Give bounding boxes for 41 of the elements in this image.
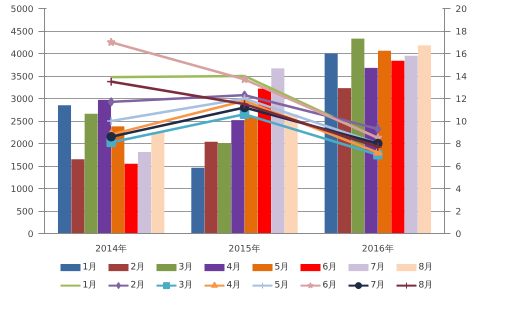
y-tick-label: 2500	[10, 118, 34, 128]
y2-tick-label: 10	[456, 118, 468, 128]
y-tick-label: 500	[16, 208, 34, 218]
legend-label: 7月	[370, 280, 386, 291]
y2-tick-label: 2	[456, 208, 462, 218]
legend-label: 3月	[178, 280, 194, 291]
y-tick-label: 0	[28, 230, 34, 240]
legend-label: 2月	[130, 262, 146, 273]
y-tick-label: 1000	[10, 185, 34, 195]
y2-tick-label: 6	[456, 162, 462, 172]
legend-label: 5月	[274, 262, 290, 273]
y2-tick-label: 0	[456, 230, 462, 240]
legend-label: 8月	[418, 280, 434, 291]
y2-tick-label: 18	[456, 28, 468, 38]
legend-label: 7月	[370, 262, 386, 273]
x-tick-label: 2016年	[362, 244, 394, 254]
legend-label: 1月	[82, 262, 98, 273]
y-tick-label: 4500	[10, 28, 34, 38]
y2-tick-label: 20	[456, 5, 468, 15]
legend-label: 3月	[178, 262, 194, 273]
y2-tick-label: 4	[456, 185, 462, 195]
y2-tick-label: 12	[456, 95, 467, 105]
legend-label: 4月	[226, 262, 242, 273]
y2-tick-label: 14	[456, 72, 468, 82]
y2-tick-label: 8	[456, 140, 462, 150]
legend-label: 4月	[226, 280, 242, 291]
y-tick-label: 2000	[10, 140, 34, 150]
legend-label: 8月	[418, 262, 434, 273]
y-tick-label: 4000	[10, 50, 34, 60]
legend-label: 5月	[274, 280, 290, 291]
y-tick-label: 1500	[10, 162, 34, 172]
legend-label: 6月	[322, 280, 338, 291]
x-tick-label: 2014年	[95, 244, 128, 254]
x-tick-label: 2015年	[228, 244, 260, 254]
y-tick-label: 3500	[10, 72, 34, 82]
legend-label: 1月	[82, 280, 98, 291]
y-tick-label: 5000	[10, 5, 34, 15]
y-tick-label: 3000	[10, 95, 34, 105]
legend-label: 6月	[322, 262, 338, 273]
legend-label: 2月	[130, 280, 146, 291]
y2-tick-label: 16	[456, 50, 468, 60]
